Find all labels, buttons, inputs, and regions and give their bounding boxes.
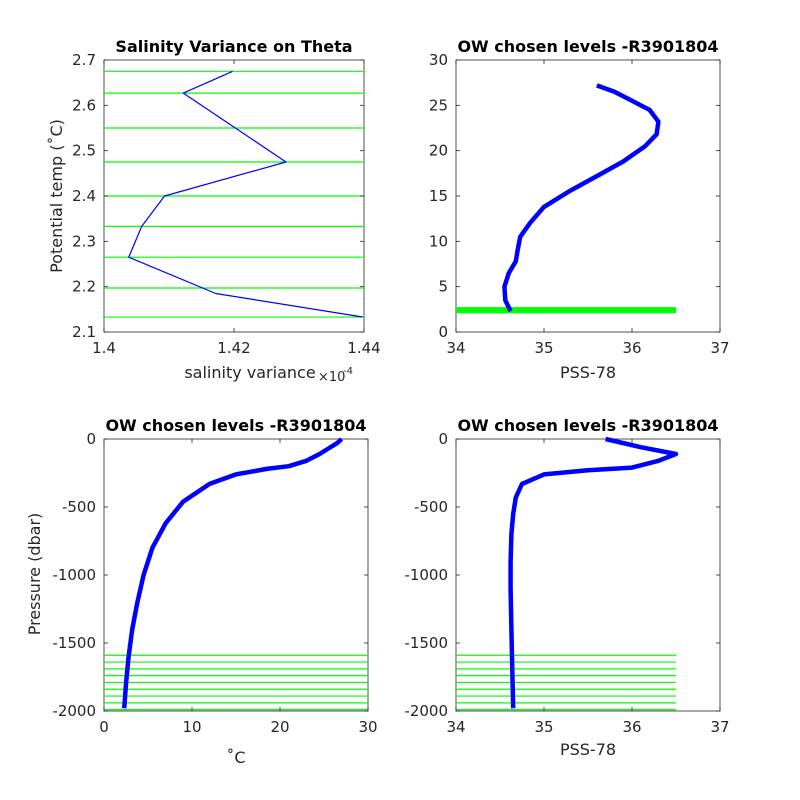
panel1-ytick-label-4: 2.5: [72, 142, 96, 160]
panel3-xtick-label-2: 20: [270, 718, 289, 736]
panel2-ytick-label-5: 25: [429, 96, 448, 114]
panel2-ytick-label-4: 20: [429, 142, 448, 160]
panel1-ytick-label-5: 2.6: [72, 96, 96, 114]
panel2-series-line-0: [502, 83, 661, 313]
panel3-xtick-label-3: 30: [358, 718, 377, 736]
panel3-series-line-0: [121, 437, 344, 709]
panel4-ytick-label-3: -500: [414, 498, 448, 516]
panel2-ytick-label-6: 30: [429, 51, 448, 69]
panel2-xtick-label-3: 37: [710, 339, 729, 357]
panel4-ytick-label-0: -2000: [404, 702, 448, 720]
panel-ow-levels-salinity-pressure: OW chosen levels -R3901804 34 35 36 37 -2000…: [404, 416, 729, 759]
panel2-ytick-label-3: 15: [429, 187, 448, 205]
panel1-ytick-label-1: 2.2: [72, 278, 96, 296]
panel1-plot-area: 1.4 1.42 1.44 2.1 2.2 2.3 2.4 2.5 2.6 2.7: [72, 51, 381, 357]
panel3-ytick-label-4: 0: [86, 430, 96, 448]
panel4-plot-area: 34 35 36 37 -2000 -1500 -1000 -500 0: [404, 430, 729, 736]
panel2-ytick-label-1: 5: [438, 278, 448, 296]
panel4-xtick-label-1: 35: [534, 718, 553, 736]
panel3-plot-area: 0 10 20 30 -2000 -1500 -1000 -500 0: [52, 430, 377, 736]
panel4-xlabel: PSS-78: [560, 740, 616, 759]
panel1-ytick-label-0: 2.1: [72, 323, 96, 341]
panel2-plot-area: 34 35 36 37 0 5 10 15 20 25 30: [429, 51, 730, 357]
panel4-axes-frame: [455, 438, 721, 712]
panel1-xlabel: salinity variance: [184, 363, 315, 382]
panel4-ytick-label-2: -1000: [404, 566, 448, 584]
panel2-xlabel: PSS-78: [560, 363, 616, 382]
panel2-title: OW chosen levels -R3901804: [457, 37, 718, 56]
panel3-xtick-label-0: 0: [99, 718, 109, 736]
panel1-title: Salinity Variance on Theta: [115, 37, 352, 56]
panel3-ytick-label-0: -2000: [52, 702, 96, 720]
panel3-axes-frame: [103, 438, 369, 712]
panel-salinity-variance: Salinity Variance on Theta 1.4 1.42 1.44 2.…: [47, 37, 381, 385]
panel4-series-line-0: [508, 436, 679, 709]
panel1-ytick-label-6: 2.7: [72, 51, 96, 69]
panel1-x-multiplier-exponent: -4: [343, 366, 353, 377]
panel2-xtick-label-0: 34: [446, 339, 465, 357]
panel2-ytick-label-2: 10: [429, 232, 448, 250]
panel3-ytick-label-1: -1500: [52, 634, 96, 652]
panel3-xlabel: ˚C: [226, 748, 245, 767]
panel1-ytick-label-2: 2.3: [72, 232, 96, 250]
panel-ow-levels-salinity-theta: OW chosen levels -R3901804 34 35 36 37 0 5 10 1…: [429, 37, 730, 382]
panel4-ytick-label-1: -1500: [404, 634, 448, 652]
panel3-ylabel: Pressure (dbar): [25, 513, 44, 636]
panel2-xtick-label-1: 35: [534, 339, 553, 357]
panel1-x-multiplier: ×10: [318, 370, 345, 385]
panel2-axes-frame: [455, 59, 721, 333]
panel3-ytick-label-3: -500: [62, 498, 96, 516]
panel2-xtick-label-2: 36: [622, 339, 641, 357]
panel4-xtick-label-3: 37: [710, 718, 729, 736]
panel4-xtick-label-2: 36: [622, 718, 641, 736]
panel3-ytick-label-2: -1000: [52, 566, 96, 584]
panel4-ytick-label-4: 0: [438, 430, 448, 448]
panel1-ytick-label-3: 2.4: [72, 187, 96, 205]
panel4-xtick-label-0: 34: [446, 718, 465, 736]
panel1-xtick-label-2: 1.44: [347, 339, 380, 357]
panel2-ytick-label-0: 0: [438, 323, 448, 341]
panel3-title: OW chosen levels -R3901804: [105, 416, 366, 435]
panel1-xtick-label-1: 1.42: [217, 339, 250, 357]
panel-ow-levels-temp-pressure: OW chosen levels -R3901804 0 10 20 30 -2000 -…: [25, 416, 378, 767]
panel1-ylabel: Potential temp (˚C): [47, 119, 66, 273]
panel1-series-line-0: [128, 70, 363, 318]
panel3-xtick-label-1: 10: [182, 718, 201, 736]
panel4-title: OW chosen levels -R3901804: [457, 416, 718, 435]
panel1-xtick-label-0: 1.4: [92, 339, 116, 357]
